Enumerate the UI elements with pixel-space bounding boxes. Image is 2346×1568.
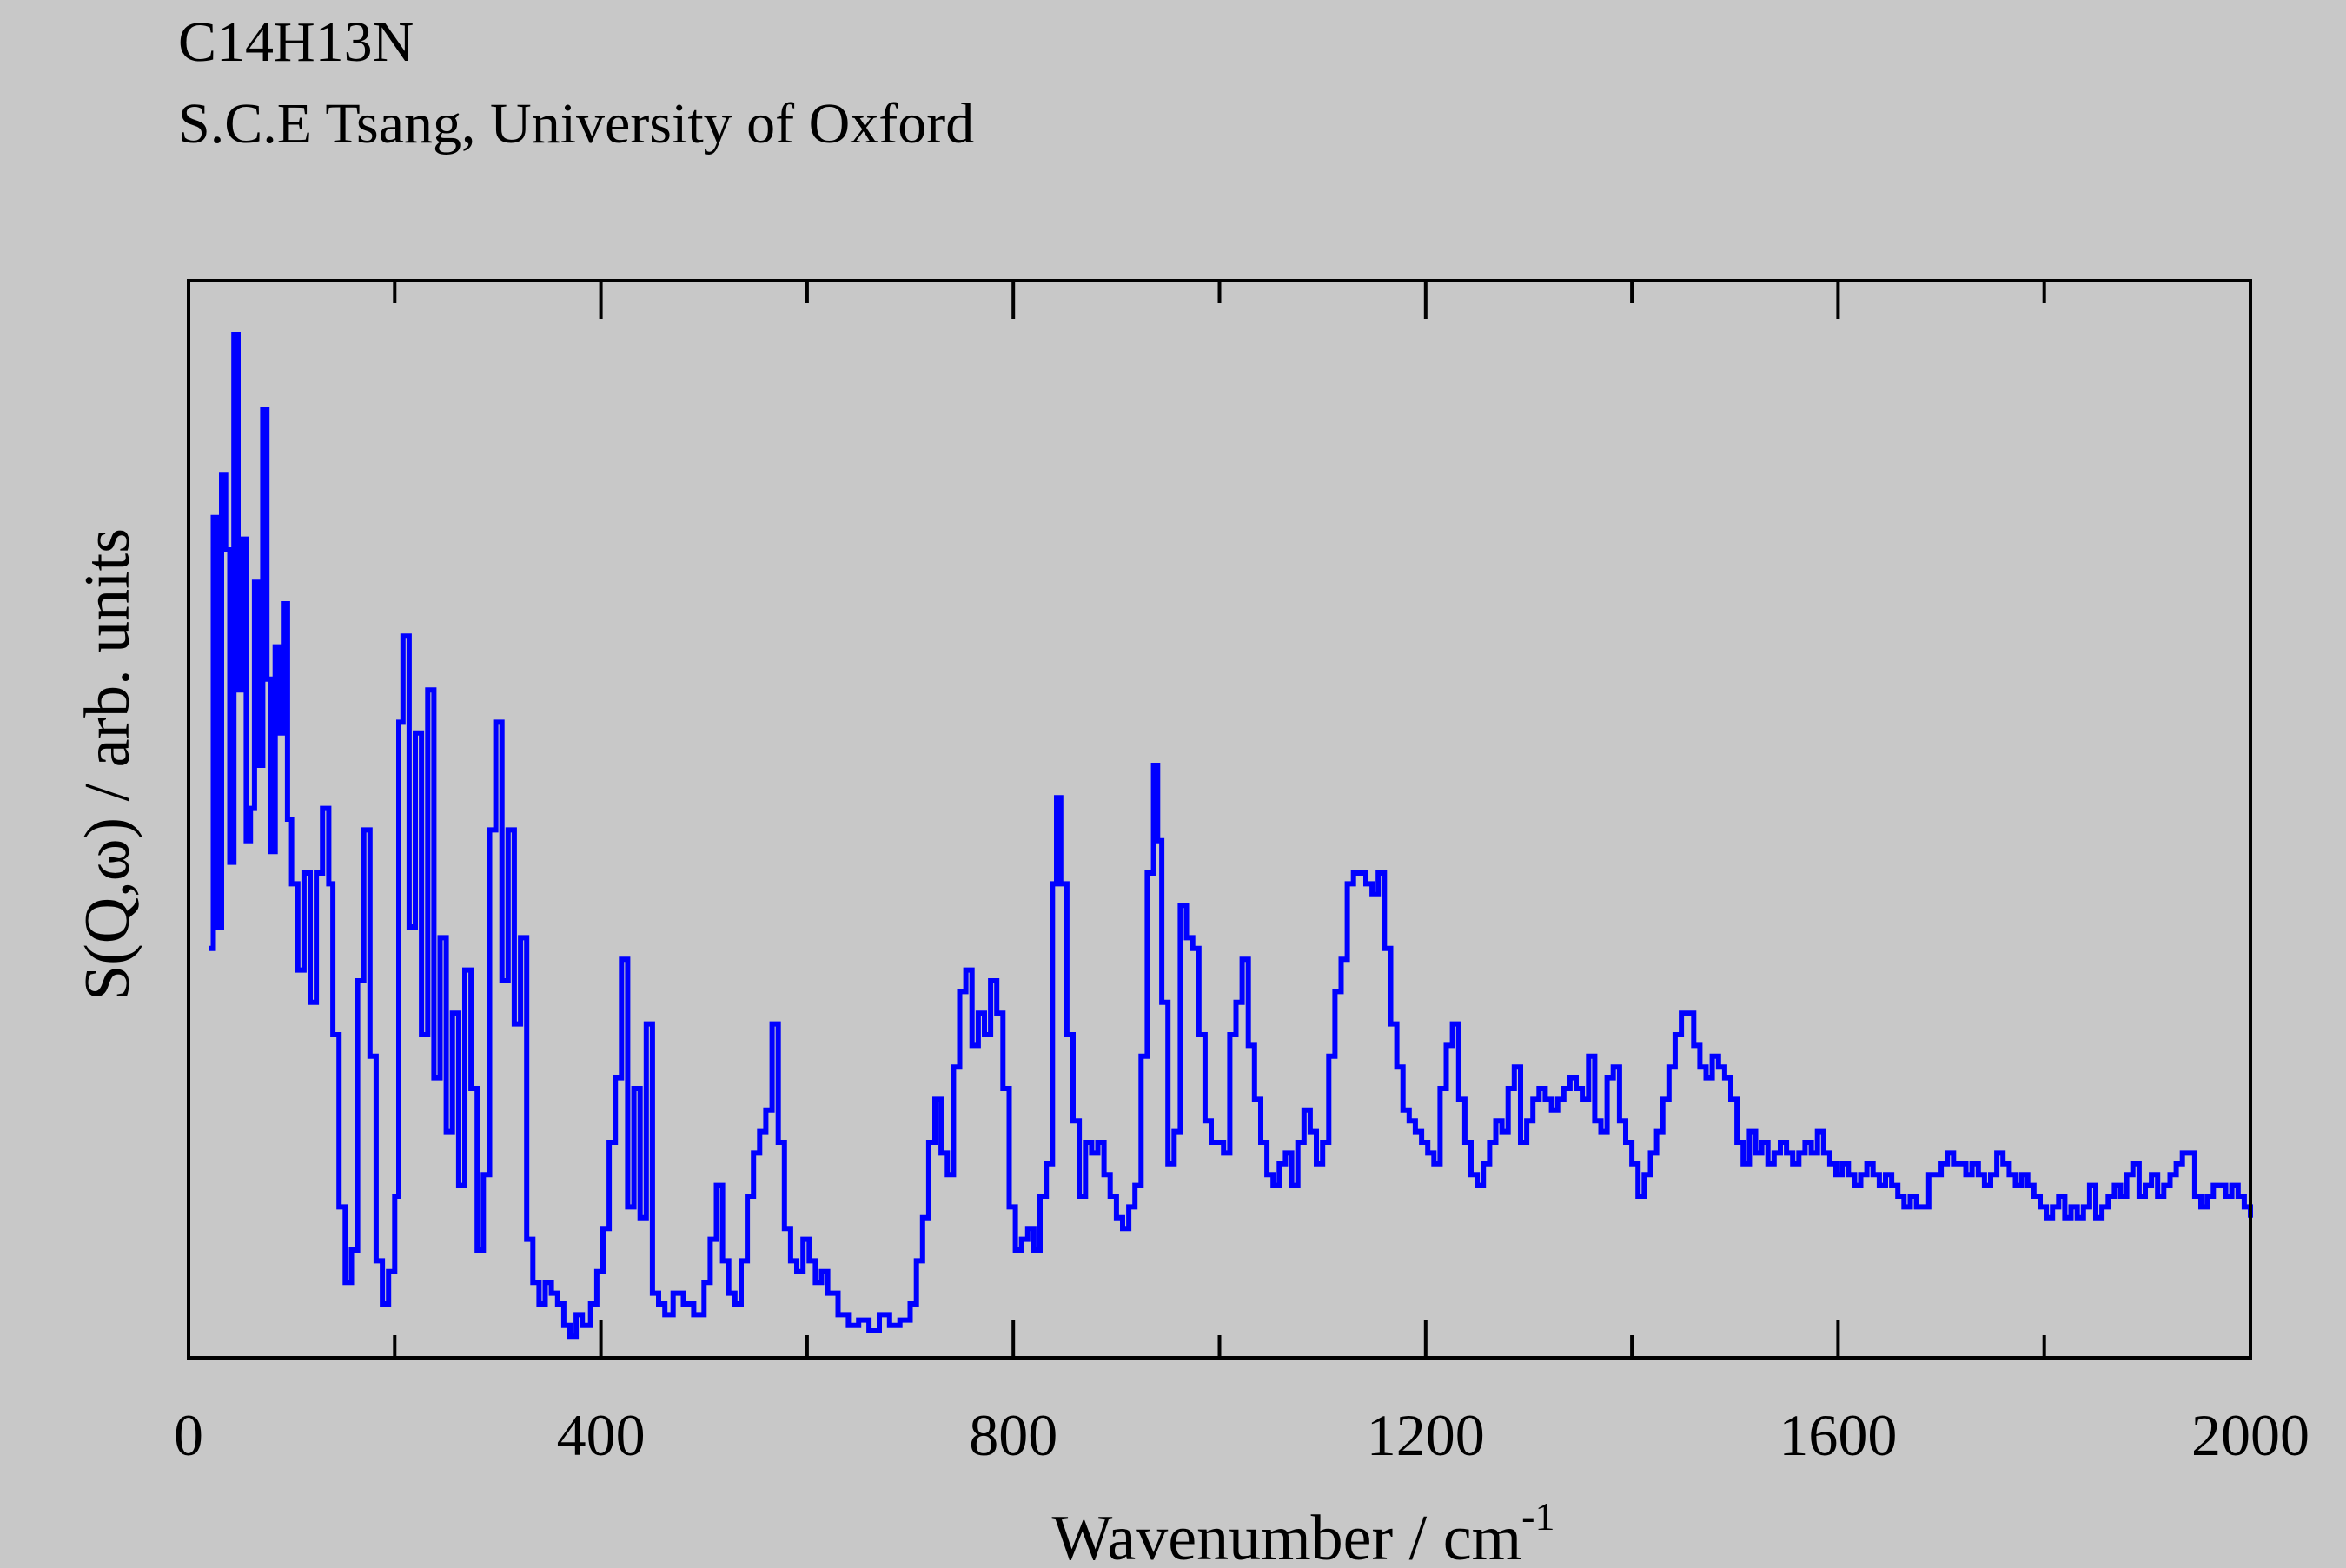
y-axis-label: S(Q,ω) / arb. units (72, 528, 143, 1001)
series-line-0 (209, 332, 2253, 1340)
x-tick-label-1600: 1600 (1779, 1402, 1897, 1468)
plot-area (209, 332, 2253, 1340)
x-axis-label: Wavenumber / cm-1 (1052, 1494, 1555, 1564)
x-tick-label-800: 800 (969, 1402, 1057, 1468)
axes: 0 400 800 1200 1600 2000 (174, 279, 2310, 1468)
x-axis-label-text: Wavenumber / cm (1052, 1503, 1522, 1564)
chart-subtitle: S.C.E Tsang, University of Oxford (178, 92, 974, 155)
x-axis-label-superscript: -1 (1521, 1494, 1554, 1538)
x-tick-label-0: 0 (174, 1402, 203, 1468)
x-tick-label-2000: 2000 (2191, 1402, 2310, 1468)
chart-title: C14H13N (178, 10, 414, 74)
x-tick-label-400: 400 (557, 1402, 646, 1468)
x-tick-label-1200: 1200 (1367, 1402, 1485, 1468)
